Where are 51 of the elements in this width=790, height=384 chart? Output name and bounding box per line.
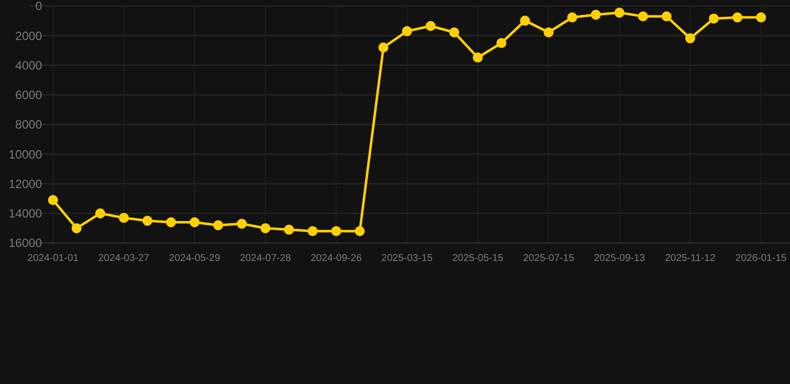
x-tick-label: 2025-11-12 xyxy=(664,253,716,264)
y-tick-label: 12000 xyxy=(8,176,42,191)
point xyxy=(590,10,601,20)
point xyxy=(213,220,224,230)
y-tick-label: 16000 xyxy=(8,236,42,250)
point xyxy=(95,208,106,218)
point xyxy=(567,12,578,22)
x-tick-label: 2024-01-01 xyxy=(27,253,80,264)
point xyxy=(378,42,388,52)
point xyxy=(284,224,294,235)
x-tick-label: 2026-01-15 xyxy=(735,253,788,264)
x-tick-label: 2024-03-27 xyxy=(98,253,150,264)
x-tick-label: 2024-07-28 xyxy=(240,253,292,264)
point xyxy=(48,195,58,206)
x-tick-label: 2024-05-29 xyxy=(169,253,221,264)
y-tick-label: 0 xyxy=(35,0,42,14)
x-tick-label: 2025-09-13 xyxy=(594,253,646,264)
x-tick-label: 2025-03-15 xyxy=(381,253,434,264)
y-tick-label: 4000 xyxy=(15,58,42,72)
point xyxy=(260,223,270,234)
point xyxy=(190,217,200,228)
x-tick-label: 2024-09-26 xyxy=(310,253,362,264)
point xyxy=(756,12,766,22)
x-tick-label: 2025-05-15 xyxy=(452,253,504,264)
point xyxy=(118,212,129,223)
point xyxy=(449,27,460,38)
y-tick-label: 8000 xyxy=(15,118,42,132)
point xyxy=(236,218,247,229)
point xyxy=(732,12,742,22)
point xyxy=(638,11,648,22)
point xyxy=(308,226,318,236)
point xyxy=(520,16,530,26)
point xyxy=(614,8,624,18)
y-tick-label: 2000 xyxy=(15,28,42,43)
y-tick-label: 6000 xyxy=(15,88,42,102)
y-tick-label: 14000 xyxy=(8,206,42,221)
point xyxy=(402,26,412,36)
point xyxy=(472,52,483,63)
point xyxy=(72,223,82,234)
point xyxy=(496,38,506,48)
point xyxy=(544,27,554,38)
point xyxy=(685,33,696,44)
y-tick-label: 10000 xyxy=(8,147,42,162)
point xyxy=(331,226,342,236)
point xyxy=(354,226,365,236)
point xyxy=(142,216,152,226)
point xyxy=(426,20,436,31)
point xyxy=(708,14,719,24)
point xyxy=(166,217,176,228)
x-tick-label: 2025-07-15 xyxy=(523,253,575,264)
point xyxy=(662,11,672,22)
